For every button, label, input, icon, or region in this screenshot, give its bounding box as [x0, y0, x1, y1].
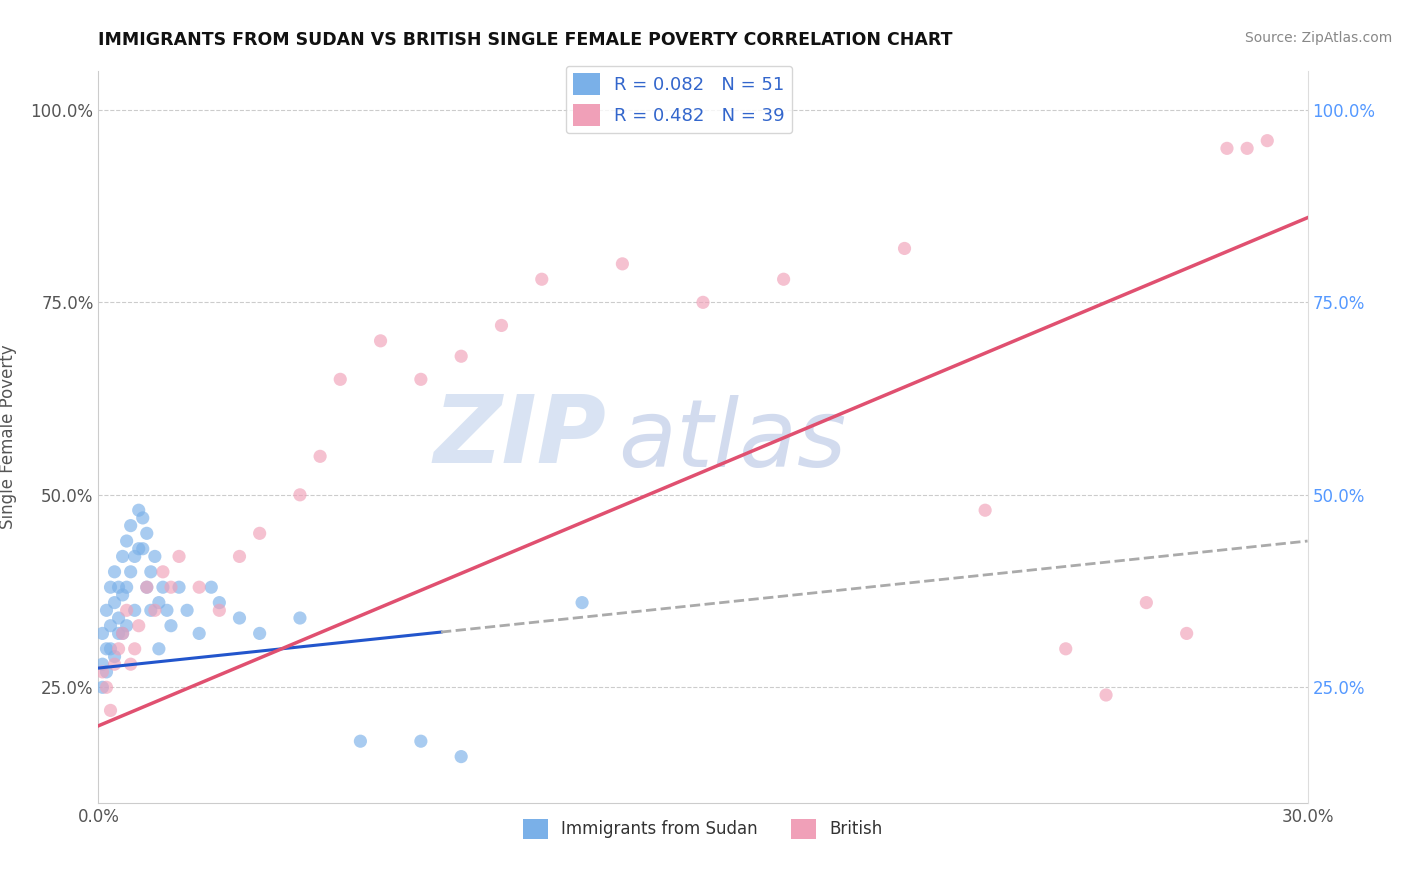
Point — [103, 657, 125, 672]
Point — [139, 565, 162, 579]
Point — [1216, 141, 1239, 155]
Point — [100, 703, 122, 717]
Point — [200, 580, 222, 594]
Point — [91, 626, 114, 640]
Point — [1256, 134, 1278, 148]
Point — [115, 580, 138, 594]
Text: IMMIGRANTS FROM SUDAN VS BRITISH SINGLE FEMALE POVERTY CORRELATION CHART: IMMIGRANTS FROM SUDAN VS BRITISH SINGLE … — [98, 31, 953, 49]
Point — [96, 603, 118, 617]
Text: Source: ZipAtlas.com: Source: ZipAtlas.com — [1244, 31, 1392, 45]
Point — [208, 596, 231, 610]
Point — [107, 580, 129, 594]
Point — [188, 580, 211, 594]
Point — [132, 511, 155, 525]
Point — [96, 665, 118, 679]
Point — [100, 618, 122, 632]
Point — [160, 580, 183, 594]
Point — [103, 596, 125, 610]
Point — [152, 580, 174, 594]
Point — [228, 549, 250, 564]
Point — [120, 518, 142, 533]
Point — [160, 618, 183, 632]
Point — [91, 681, 114, 695]
Point — [893, 242, 915, 256]
Point — [111, 588, 134, 602]
Point — [91, 657, 114, 672]
Point — [124, 603, 146, 617]
Point — [107, 611, 129, 625]
Point — [128, 503, 150, 517]
Point — [530, 272, 553, 286]
Point — [96, 641, 118, 656]
Point — [409, 372, 432, 386]
Point — [450, 749, 472, 764]
Point — [120, 565, 142, 579]
Point — [228, 611, 250, 625]
Point — [132, 541, 155, 556]
Point — [139, 603, 162, 617]
Point — [135, 580, 157, 594]
Point — [135, 580, 157, 594]
Point — [491, 318, 513, 333]
Point — [612, 257, 634, 271]
Point — [1054, 641, 1077, 656]
Point — [111, 549, 134, 564]
Point — [409, 734, 432, 748]
Point — [124, 549, 146, 564]
Point — [1236, 141, 1258, 155]
Point — [571, 596, 593, 610]
Point — [1095, 688, 1118, 702]
Point — [115, 618, 138, 632]
Point — [128, 618, 150, 632]
Point — [1135, 596, 1157, 610]
Point — [120, 657, 142, 672]
Point — [100, 580, 122, 594]
Point — [124, 641, 146, 656]
Point — [135, 526, 157, 541]
Point — [1175, 626, 1198, 640]
Point — [288, 611, 311, 625]
Point — [156, 603, 179, 617]
Point — [111, 626, 134, 640]
Point — [143, 603, 166, 617]
Point — [143, 549, 166, 564]
Point — [176, 603, 198, 617]
Point — [100, 641, 122, 656]
Point — [249, 526, 271, 541]
Point — [288, 488, 311, 502]
Point — [148, 596, 170, 610]
Point — [208, 603, 231, 617]
Point — [152, 565, 174, 579]
Point — [103, 565, 125, 579]
Text: ZIP: ZIP — [433, 391, 606, 483]
Point — [309, 450, 332, 464]
Point — [111, 626, 134, 640]
Point — [188, 626, 211, 640]
Point — [772, 272, 794, 286]
Point — [96, 681, 118, 695]
Point — [115, 603, 138, 617]
Point — [107, 641, 129, 656]
Legend: Immigrants from Sudan, British: Immigrants from Sudan, British — [516, 812, 890, 846]
Y-axis label: Single Female Poverty: Single Female Poverty — [0, 345, 17, 529]
Point — [370, 334, 392, 348]
Point — [107, 626, 129, 640]
Point — [115, 534, 138, 549]
Point — [91, 665, 114, 679]
Point — [349, 734, 371, 748]
Point — [329, 372, 352, 386]
Text: atlas: atlas — [619, 395, 846, 486]
Point — [128, 541, 150, 556]
Point — [148, 641, 170, 656]
Point — [249, 626, 271, 640]
Point — [450, 349, 472, 363]
Point — [974, 503, 997, 517]
Point — [167, 580, 190, 594]
Point — [167, 549, 190, 564]
Point — [692, 295, 714, 310]
Point — [103, 649, 125, 664]
